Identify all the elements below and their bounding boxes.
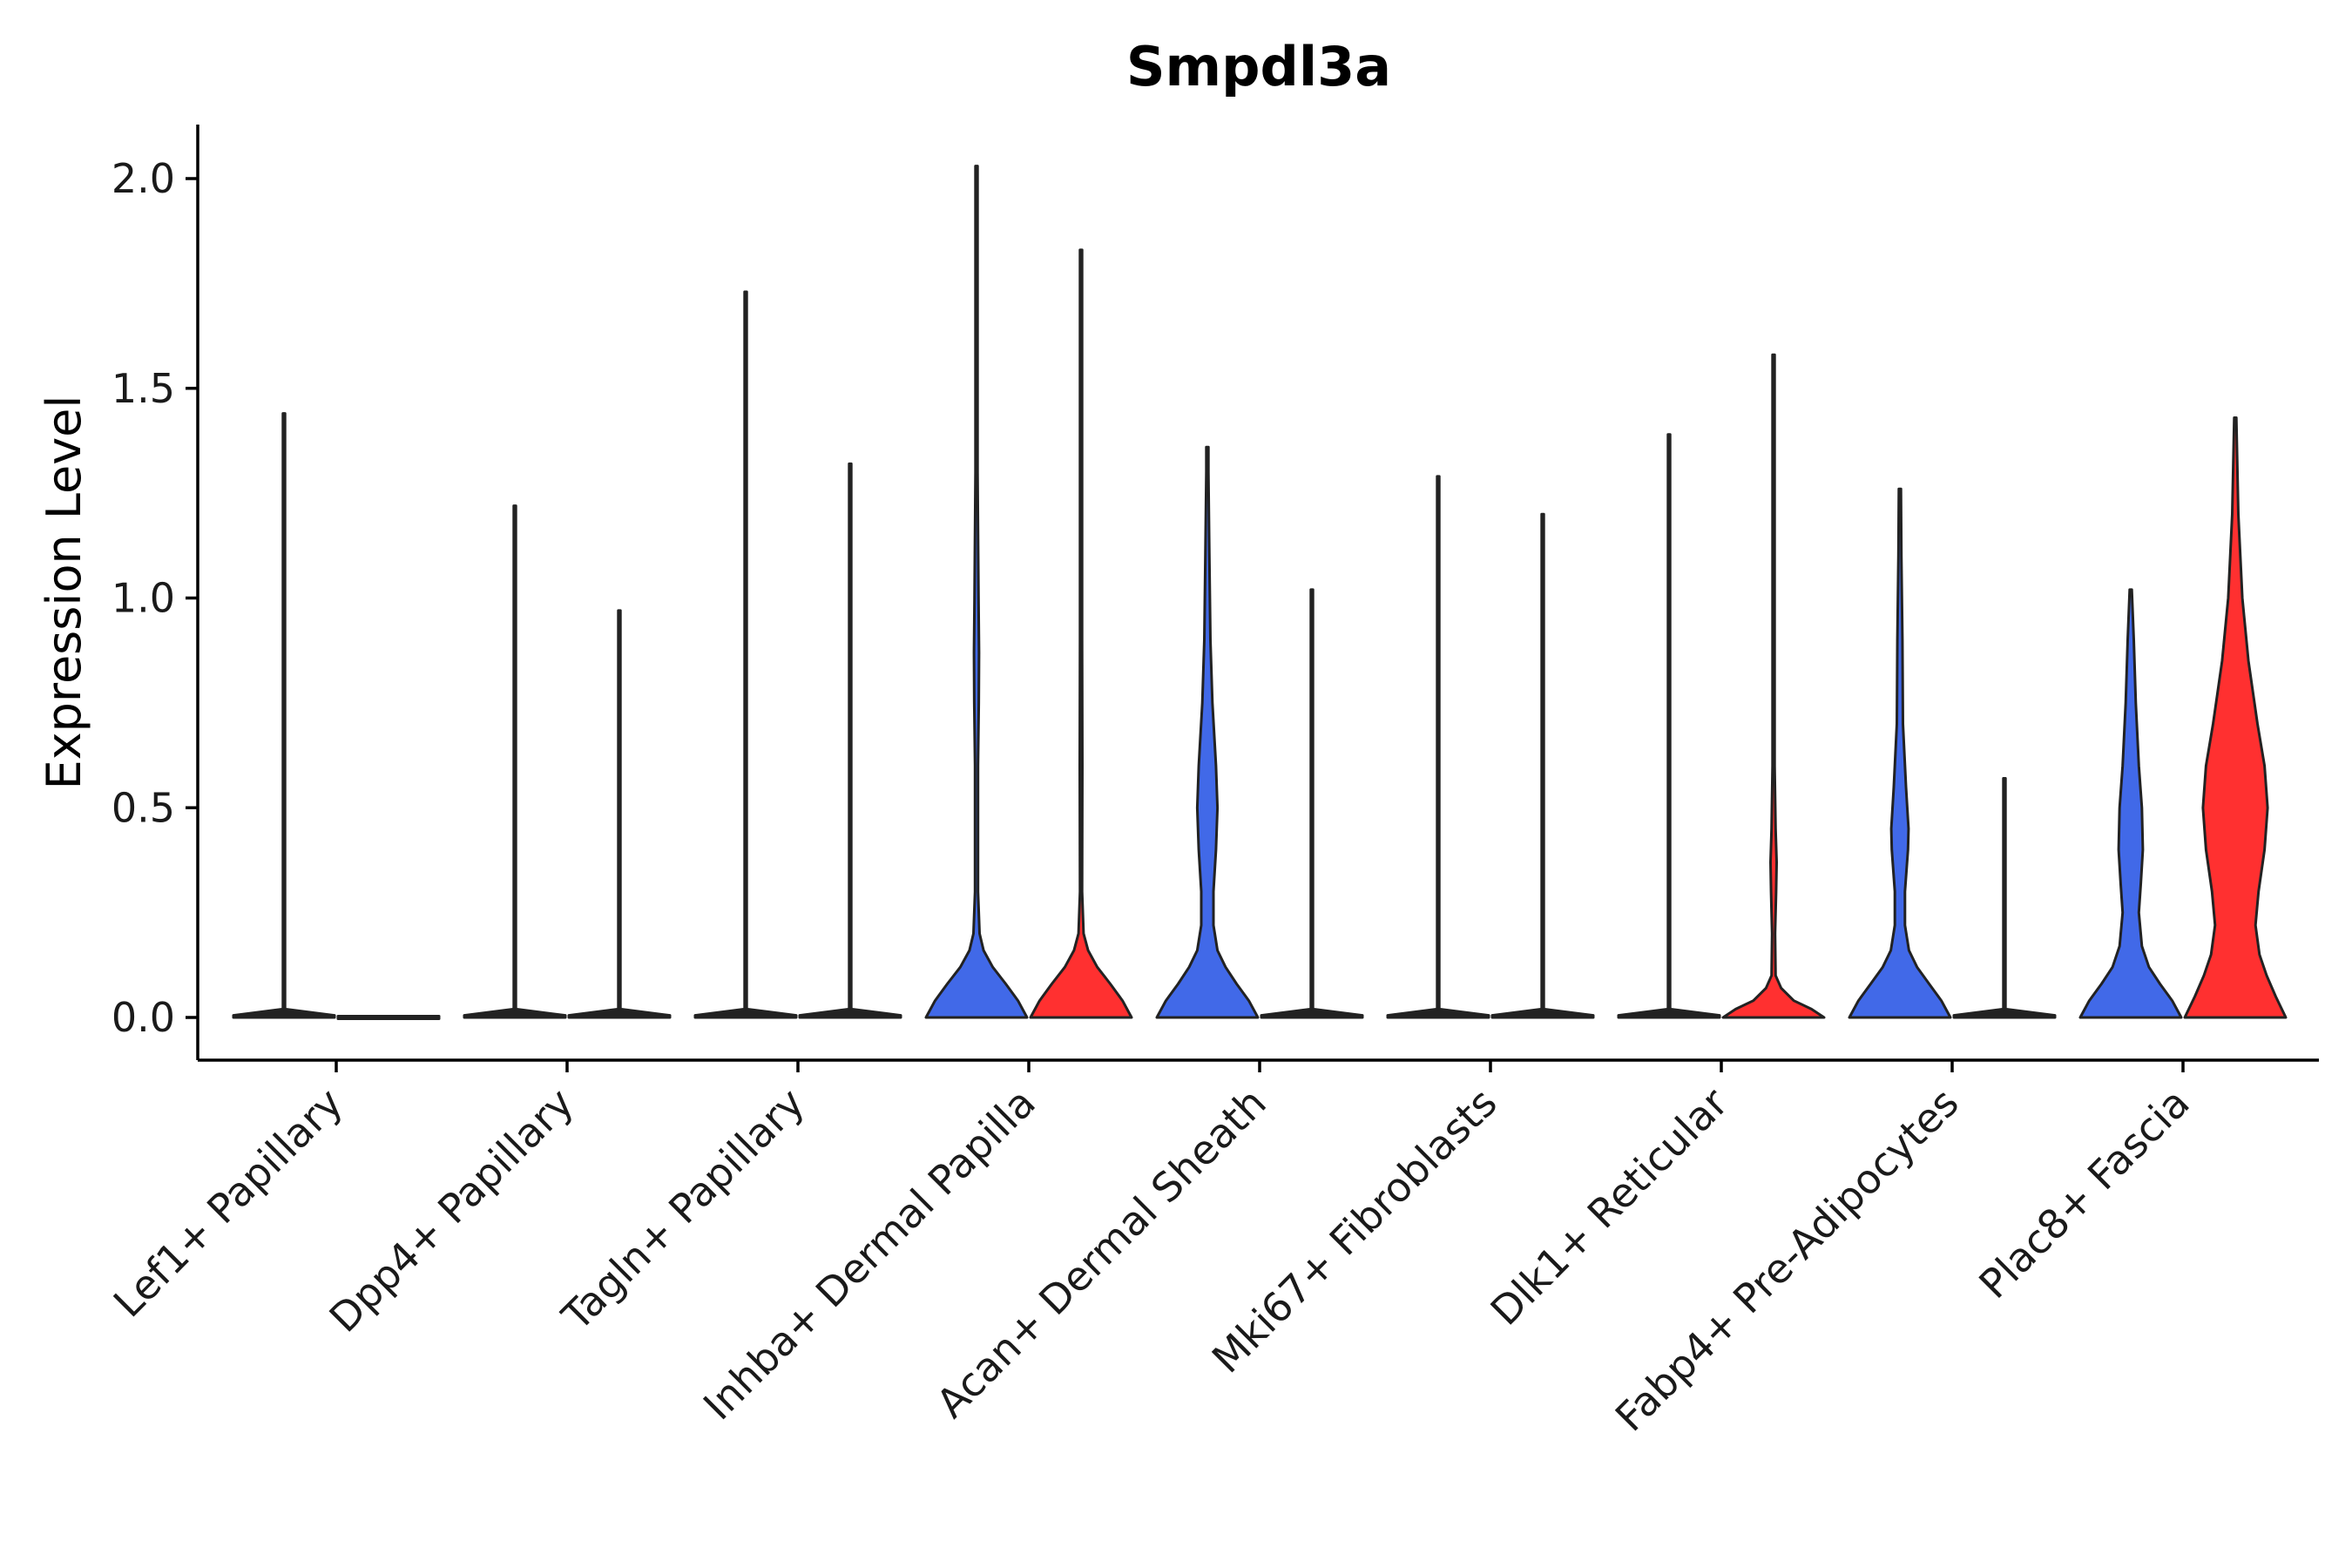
violin-fabp4-pre-adipocytes-group-1	[1848, 487, 1952, 1019]
violin-dpp4-papillary-group-2	[567, 609, 672, 1019]
violin-dlk1-reticular-group-2	[1721, 353, 1826, 1019]
x-tick-label: Dpp4+ Papillary	[321, 1079, 583, 1342]
chart-title: Smpdl3a	[1126, 35, 1391, 98]
violin-lef1-papillary-group-2	[336, 1015, 441, 1020]
violin-mki67-fibroblasts-group-2	[1490, 512, 1595, 1019]
violins	[232, 165, 2288, 1020]
violin-tagln-papillary-group-2	[798, 462, 902, 1019]
violin-plac8-fascia-group-1	[2078, 588, 2183, 1019]
x-tick-label: Lef1+ Papillary	[105, 1079, 352, 1327]
violin-inhba-dermal-papilla-group-2	[1029, 248, 1133, 1019]
violin-inhba-dermal-papilla-group-1	[924, 165, 1029, 1019]
violin-fabp4-pre-adipocytes-group-2	[1952, 777, 2057, 1019]
violin-tagln-papillary-group-1	[693, 290, 798, 1019]
y-tick-label: 0.5	[112, 784, 175, 831]
x-tick-label: Dlk1+ Reticular	[1482, 1079, 1737, 1335]
violin-dlk1-reticular-group-1	[1617, 433, 1721, 1019]
violin-acan-dermal-sheath-group-1	[1155, 445, 1260, 1019]
violin-lef1-papillary-group-1	[232, 412, 336, 1019]
y-tick-label: 1.0	[112, 575, 175, 622]
violin-dpp4-papillary-group-1	[463, 504, 567, 1019]
y-tick-label: 2.0	[112, 155, 175, 202]
x-tick-label: Plac8+ Fascia	[1970, 1079, 2198, 1308]
violin-plac8-fascia-group-2	[2183, 416, 2288, 1019]
y-tick-label: 1.5	[112, 365, 175, 412]
x-tick-label: Tagln+ Papillary	[552, 1079, 814, 1341]
violin-acan-dermal-sheath-group-2	[1260, 588, 1364, 1019]
violin-mki67-fibroblasts-group-1	[1386, 475, 1490, 1019]
y-axis-title: Expression Level	[37, 395, 91, 790]
y-tick-label: 0.0	[112, 994, 175, 1041]
